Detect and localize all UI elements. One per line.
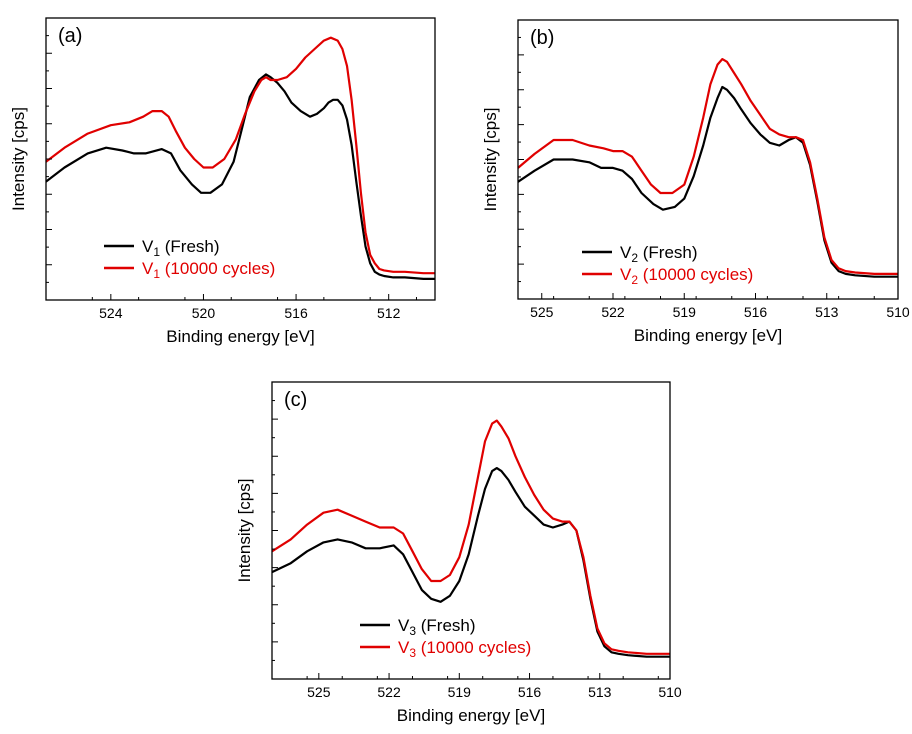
panel-label: (c)	[284, 389, 307, 411]
panel-a: 524 520 516 512 (a) Binding energy [eV] Int…	[9, 17, 436, 346]
plot-area	[45, 36, 435, 280]
panel-b: 525 522 519 516 513 510 (b) Binding energy [e…	[481, 19, 910, 345]
x-tick-label: 519	[673, 304, 697, 320]
x-axis-ticks: 525 522 519 516 513 510	[517, 293, 910, 320]
panel-label: (b)	[530, 27, 554, 49]
x-axis-title: Binding energy [eV]	[634, 326, 782, 345]
legend-entry: V3 (Fresh)	[398, 616, 476, 638]
x-tick-label: 525	[530, 304, 554, 320]
x-tick-label: 520	[192, 305, 216, 321]
series-line-cycled	[271, 419, 670, 655]
panel-c: 525 522 519 516 513 510 (c) Binding energy [e…	[235, 381, 682, 725]
x-tick-label: 522	[377, 684, 401, 700]
series-line-cycled	[517, 58, 898, 275]
y-axis-ticks	[46, 17, 52, 301]
x-tick-label: 516	[518, 684, 542, 700]
y-axis-ticks	[518, 19, 524, 300]
y-axis-title: Intensity [cps]	[235, 479, 254, 583]
series-line-fresh	[517, 85, 898, 278]
legend-entry: V3 (10000 cycles)	[398, 638, 531, 660]
x-tick-label: 522	[601, 304, 625, 320]
x-tick-label: 516	[284, 305, 308, 321]
legend-entry: V1 (Fresh)	[142, 237, 220, 259]
x-tick-label: 525	[307, 684, 331, 700]
x-axis-title: Binding energy [eV]	[166, 327, 314, 346]
x-tick-label: 510	[658, 684, 682, 700]
x-tick-label: 512	[377, 305, 401, 321]
x-tick-label: 524	[99, 305, 123, 321]
legend-entry: V2 (10000 cycles)	[620, 265, 753, 287]
legend-entry: V2 (Fresh)	[620, 243, 698, 265]
series-line-fresh	[45, 73, 435, 280]
series-line-cycled	[45, 36, 435, 275]
plot-area	[517, 58, 898, 278]
legend: V3 (Fresh)V3 (10000 cycles)	[360, 616, 531, 660]
x-axis-ticks: 524 520 516 512	[45, 294, 417, 321]
y-axis-title: Intensity [cps]	[9, 107, 28, 211]
panel-label: (a)	[58, 25, 82, 47]
x-tick-label: 519	[448, 684, 472, 700]
y-axis-title: Intensity [cps]	[481, 108, 500, 212]
y-axis-ticks	[272, 381, 278, 680]
axes-frame	[45, 17, 436, 301]
legend-entry: V1 (10000 cycles)	[142, 259, 275, 281]
legend: V2 (Fresh)V2 (10000 cycles)	[582, 243, 753, 287]
x-tick-label: 510	[886, 304, 910, 320]
x-axis-ticks: 525 522 519 516 513 510	[271, 673, 682, 700]
x-tick-label: 516	[744, 304, 768, 320]
legend: V1 (Fresh)V1 (10000 cycles)	[104, 237, 275, 281]
x-tick-label: 513	[588, 684, 612, 700]
x-axis-title: Binding energy [eV]	[397, 706, 545, 725]
x-tick-label: 513	[815, 304, 839, 320]
plot-area	[271, 419, 670, 658]
